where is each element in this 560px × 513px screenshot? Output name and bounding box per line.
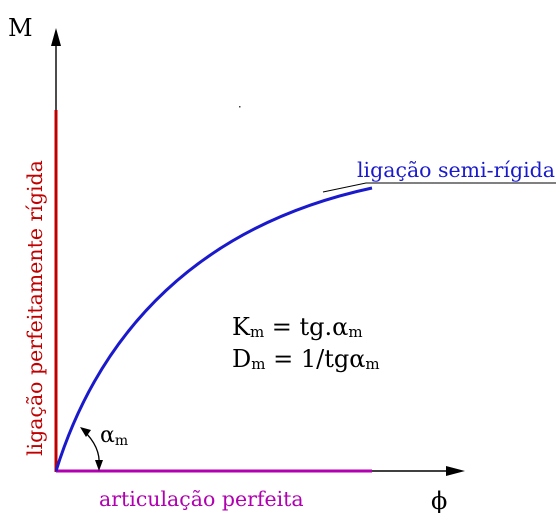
semi-rigid-leader-line (322, 182, 556, 193)
x-axis-arrowhead (446, 466, 465, 476)
angle-arc-arrowhead (95, 460, 103, 471)
angle-label: αm (100, 423, 128, 449)
pinned-connection-label: articulação perfeita (99, 487, 304, 511)
x-axis-label: ϕ (431, 487, 447, 513)
rigid-connection-label: ligação perfeitamente rígida (23, 160, 47, 456)
formula-km: Km = tg.αm (232, 313, 363, 341)
semi-rigid-curve (54, 186, 373, 472)
stray-dot (239, 106, 241, 108)
formula-dm: Dm = 1/tgαm (232, 345, 380, 373)
y-axis-label: M (8, 14, 33, 42)
y-axis-arrowhead (51, 28, 61, 46)
angle-arc-arrowhead-top (80, 427, 91, 437)
semi-rigid-label: ligação semi-rígida (357, 158, 555, 182)
angle-subscript: m (115, 433, 128, 449)
